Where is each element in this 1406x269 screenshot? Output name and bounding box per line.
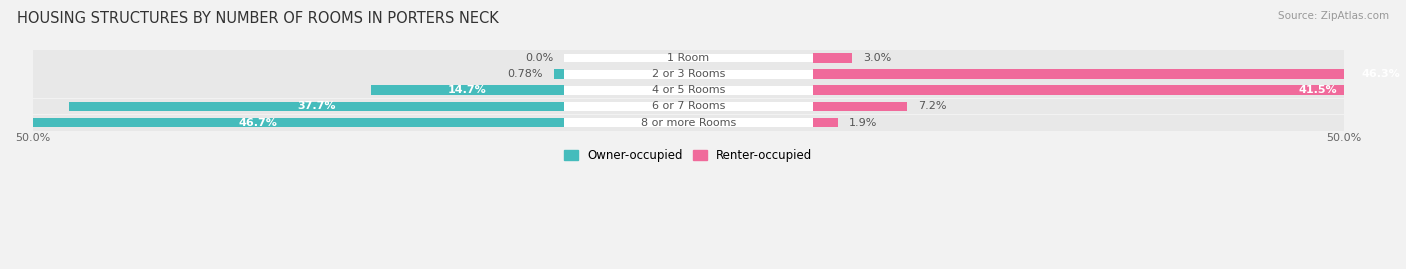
Text: 3.0%: 3.0% bbox=[863, 53, 891, 63]
Bar bbox=[69, 102, 564, 111]
Bar bbox=[813, 102, 907, 111]
Bar bbox=[32, 115, 1344, 130]
Bar bbox=[0, 118, 564, 128]
Bar bbox=[32, 98, 1344, 114]
Bar bbox=[564, 118, 813, 127]
Bar bbox=[371, 86, 564, 95]
Legend: Owner-occupied, Renter-occupied: Owner-occupied, Renter-occupied bbox=[560, 144, 817, 167]
Text: 14.7%: 14.7% bbox=[449, 85, 486, 95]
Bar bbox=[32, 66, 1344, 82]
Text: HOUSING STRUCTURES BY NUMBER OF ROOMS IN PORTERS NECK: HOUSING STRUCTURES BY NUMBER OF ROOMS IN… bbox=[17, 11, 499, 26]
Bar bbox=[813, 86, 1357, 95]
Bar bbox=[813, 118, 838, 128]
Text: 2 or 3 Rooms: 2 or 3 Rooms bbox=[652, 69, 725, 79]
Text: 7.2%: 7.2% bbox=[918, 101, 946, 111]
Text: 0.78%: 0.78% bbox=[508, 69, 543, 79]
Text: 41.5%: 41.5% bbox=[1299, 85, 1337, 95]
Bar bbox=[564, 54, 813, 62]
Bar bbox=[32, 82, 1344, 98]
Bar bbox=[32, 50, 1344, 66]
Bar bbox=[813, 53, 852, 63]
Bar bbox=[564, 86, 813, 95]
Text: 8 or more Rooms: 8 or more Rooms bbox=[641, 118, 735, 128]
Text: 0.0%: 0.0% bbox=[524, 53, 554, 63]
Text: 1.9%: 1.9% bbox=[848, 118, 877, 128]
Text: 1 Room: 1 Room bbox=[668, 53, 710, 63]
Text: Source: ZipAtlas.com: Source: ZipAtlas.com bbox=[1278, 11, 1389, 21]
Bar bbox=[554, 69, 564, 79]
Text: 37.7%: 37.7% bbox=[297, 101, 336, 111]
Text: 46.3%: 46.3% bbox=[1362, 69, 1400, 79]
Text: 4 or 5 Rooms: 4 or 5 Rooms bbox=[652, 85, 725, 95]
Bar bbox=[813, 69, 1406, 79]
Bar bbox=[564, 102, 813, 111]
Text: 46.7%: 46.7% bbox=[238, 118, 277, 128]
Text: 6 or 7 Rooms: 6 or 7 Rooms bbox=[652, 101, 725, 111]
Bar bbox=[564, 70, 813, 79]
